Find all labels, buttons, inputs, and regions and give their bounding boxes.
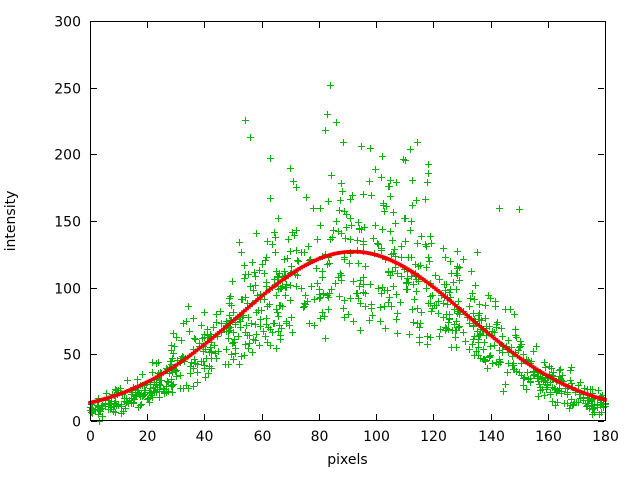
- y-tick-label: 150: [54, 215, 81, 231]
- x-tick-label: 0: [86, 429, 95, 445]
- x-tick-label: 40: [196, 429, 214, 445]
- x-tick-label: 180: [592, 429, 619, 445]
- x-tick-label: 80: [311, 429, 329, 445]
- y-tick-label: 50: [63, 348, 81, 364]
- x-axis-ticks: 0 20 40 60 80 100 120 140 160 180: [86, 22, 619, 445]
- y-tick-label: 300: [54, 15, 81, 31]
- y-tick-label: 100: [54, 282, 81, 298]
- x-tick-label: 160: [535, 429, 562, 445]
- y-axis-ticks: 0 50 100 150 200 250 300: [54, 15, 604, 431]
- plot-border: [90, 21, 606, 421]
- y-axis-label: intensity: [3, 191, 19, 252]
- x-tick-label: 140: [478, 429, 505, 445]
- x-tick-label: 100: [363, 429, 390, 445]
- x-tick-label: 120: [420, 429, 447, 445]
- x-tick-label: 60: [254, 429, 272, 445]
- y-tick-label: 0: [72, 415, 81, 431]
- x-tick-label: 20: [139, 429, 157, 445]
- y-tick-label: 200: [54, 148, 81, 164]
- y-tick-label: 250: [54, 82, 81, 98]
- x-axis-label: pixels: [327, 452, 367, 468]
